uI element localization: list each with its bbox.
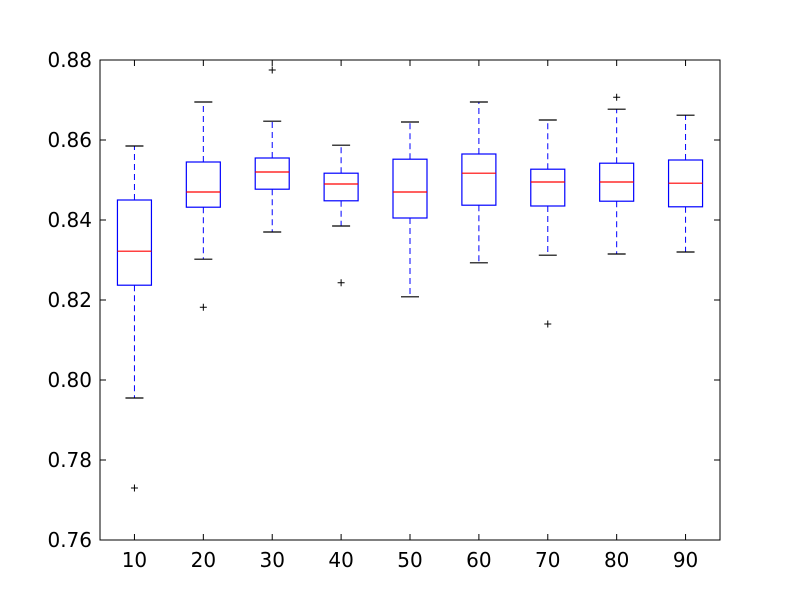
box-group-80: [599, 93, 635, 255]
box-group-90: [667, 114, 704, 253]
x-tick-label: 20: [191, 548, 216, 572]
box: [461, 153, 497, 206]
x-tick-label: 30: [259, 548, 284, 572]
box: [530, 168, 566, 207]
box: [254, 157, 290, 190]
outlier-marker: [199, 303, 207, 311]
y-tick-label: 0.80: [47, 368, 92, 392]
x-tick-label: 90: [673, 548, 698, 572]
box-group-50: [392, 121, 428, 298]
box: [116, 199, 153, 286]
plot-area: [100, 60, 720, 540]
box-group-10: [116, 145, 153, 492]
x-tick-label: 10: [122, 548, 147, 572]
x-tick-label: 70: [535, 548, 560, 572]
box: [392, 158, 428, 219]
box-group-20: [185, 101, 221, 311]
box: [185, 161, 221, 208]
y-tick-label: 0.86: [47, 128, 92, 152]
x-tick-label: 40: [328, 548, 353, 572]
x-tick-label: 50: [397, 548, 422, 572]
outlier-marker: [613, 93, 621, 101]
y-tick-label: 0.82: [47, 288, 92, 312]
box-marks: [116, 66, 704, 492]
y-tick-label: 0.78: [47, 448, 92, 472]
y-tick-label: 0.84: [47, 208, 92, 232]
outlier-marker: [268, 66, 276, 74]
outlier-marker: [337, 279, 345, 287]
box-group-60: [461, 101, 497, 264]
box-group-70: [530, 119, 566, 328]
axes-frame: [99, 59, 721, 541]
y-tick-label: 0.88: [47, 48, 92, 72]
box: [323, 172, 359, 202]
y-tick-label: 0.76: [47, 528, 92, 552]
x-tick-label: 80: [604, 548, 629, 572]
axis-ticks: 0.76 0.78 0.80 0.82 0.84 0.86 0.88 10 20 30 40 50 60…: [47, 48, 720, 572]
box-group-40: [323, 144, 359, 287]
outlier-marker: [130, 484, 138, 492]
outlier-marker: [544, 320, 552, 328]
x-tick-label: 60: [466, 548, 491, 572]
box-group-30: [254, 66, 290, 233]
